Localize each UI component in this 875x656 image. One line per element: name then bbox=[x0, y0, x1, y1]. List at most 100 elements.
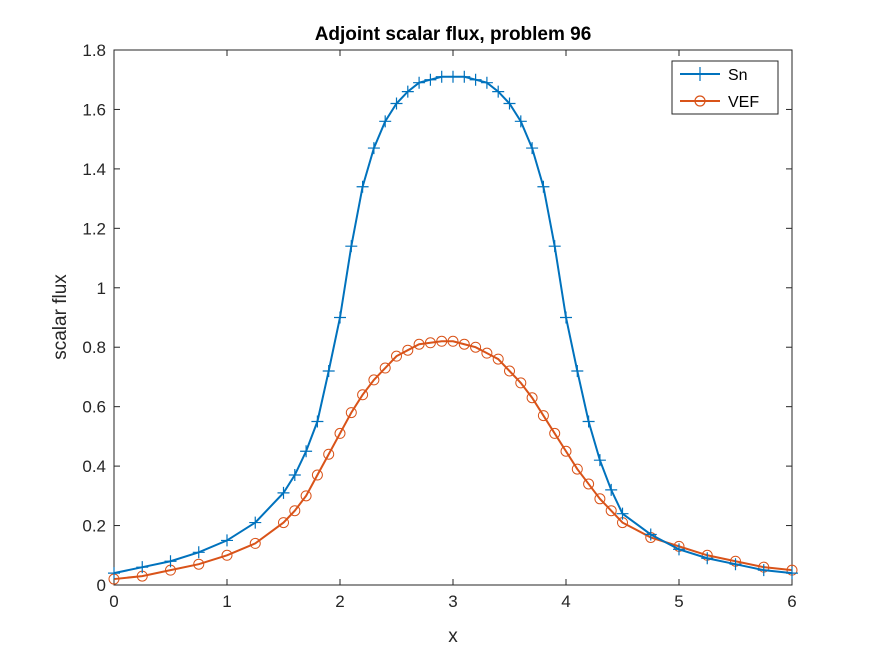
data-point-sn bbox=[277, 486, 290, 499]
data-point-sn bbox=[401, 85, 414, 98]
data-point-sn bbox=[605, 483, 618, 496]
data-point-sn bbox=[616, 507, 629, 520]
legend-vef-label: VEF bbox=[728, 94, 759, 111]
data-point-sn bbox=[492, 85, 505, 98]
data-point-vef bbox=[278, 517, 289, 529]
series-line-vef bbox=[113, 340, 793, 581]
data-point-vef bbox=[526, 392, 538, 404]
data-point-sn bbox=[673, 543, 685, 556]
y-tick-label: 0.4 bbox=[82, 457, 106, 476]
y-axis-label: scalar flux bbox=[50, 274, 71, 360]
y-tick-label: 1.4 bbox=[82, 160, 106, 179]
data-point-vef bbox=[504, 365, 515, 377]
data-point-vef bbox=[368, 374, 380, 386]
data-point-vef bbox=[594, 493, 606, 505]
x-tick-label: 1 bbox=[222, 592, 231, 611]
data-point-vef bbox=[583, 478, 595, 490]
legend-box bbox=[671, 60, 779, 115]
x-tick-label: 4 bbox=[561, 592, 570, 611]
data-point-sn bbox=[300, 445, 313, 458]
data-point-sn bbox=[379, 115, 392, 128]
x-tick-label: 2 bbox=[335, 592, 344, 611]
data-point-vef bbox=[345, 407, 357, 419]
y-tick-label: 1.8 bbox=[82, 41, 106, 60]
data-point-sn bbox=[571, 365, 584, 377]
data-point-vef bbox=[492, 353, 504, 365]
data-point-vef bbox=[605, 505, 617, 517]
series-layer bbox=[108, 70, 798, 585]
data-point-vef bbox=[458, 338, 470, 350]
data-point-vef bbox=[571, 463, 583, 475]
legend-sn-label: Sn bbox=[728, 67, 748, 84]
data-point-sn bbox=[311, 415, 324, 428]
data-point-vef bbox=[402, 344, 414, 356]
data-point-sn bbox=[108, 567, 120, 580]
series-sn bbox=[108, 70, 798, 580]
data-point-sn bbox=[729, 558, 742, 571]
y-tick-label: 1.6 bbox=[82, 100, 106, 119]
chart-title: Adjoint scalar flux, problem 96 bbox=[315, 24, 592, 45]
data-point-sn bbox=[503, 97, 516, 110]
data-point-sn bbox=[136, 561, 149, 574]
data-point-sn bbox=[447, 70, 459, 83]
data-point-sn bbox=[322, 365, 335, 377]
data-point-vef bbox=[470, 341, 482, 353]
data-point-sn bbox=[424, 73, 437, 86]
data-point-sn bbox=[644, 528, 657, 541]
data-point-sn bbox=[757, 564, 770, 577]
data-point-sn bbox=[526, 142, 539, 155]
data-point-vef bbox=[334, 427, 346, 439]
data-point-vef bbox=[447, 335, 459, 347]
data-point-sn bbox=[164, 555, 177, 568]
y-tick-label: 1.2 bbox=[82, 219, 106, 238]
data-point-vef bbox=[413, 338, 425, 350]
data-point-sn bbox=[786, 567, 798, 580]
data-point-sn bbox=[367, 142, 380, 155]
data-point-vef bbox=[249, 537, 261, 549]
legend-vef-marker bbox=[694, 95, 706, 107]
legend: Sn VEF bbox=[671, 60, 779, 115]
data-point-sn bbox=[221, 534, 233, 547]
x-tick-label: 5 bbox=[674, 592, 683, 611]
x-axis: 0 1 2 3 4 5 6 bbox=[109, 50, 797, 611]
y-tick-label: 0.2 bbox=[82, 517, 106, 536]
data-point-vef bbox=[537, 410, 549, 422]
data-point-sn bbox=[249, 516, 262, 529]
data-point-vef bbox=[221, 549, 233, 561]
data-point-sn bbox=[435, 70, 448, 83]
data-point-vef bbox=[424, 337, 436, 349]
x-tick-label: 0 bbox=[109, 592, 118, 611]
x-tick-label: 3 bbox=[448, 592, 457, 611]
y-tick-label: 0.8 bbox=[82, 338, 106, 357]
x-tick-label: 6 bbox=[787, 592, 796, 611]
y-axis: 0 0.2 0.4 0.6 0.8 1 1.2 1.4 1.6 1.8 bbox=[82, 41, 792, 595]
data-point-sn bbox=[701, 552, 714, 565]
data-point-vef bbox=[379, 362, 391, 374]
data-point-sn bbox=[192, 546, 205, 559]
data-point-vef bbox=[300, 490, 312, 502]
data-point-vef bbox=[193, 558, 205, 570]
data-point-sn bbox=[537, 180, 550, 193]
data-point-vef bbox=[560, 445, 572, 457]
data-point-sn bbox=[458, 70, 471, 83]
data-point-sn bbox=[334, 311, 346, 324]
data-point-vef bbox=[391, 350, 402, 362]
y-tick-label: 0.6 bbox=[82, 398, 106, 417]
data-point-sn bbox=[514, 115, 527, 128]
data-point-vef bbox=[515, 377, 527, 389]
data-point-sn bbox=[356, 180, 369, 193]
data-point-sn bbox=[480, 76, 493, 89]
data-point-vef bbox=[323, 448, 335, 460]
data-point-vef bbox=[549, 427, 561, 439]
y-tick-label: 0 bbox=[97, 576, 106, 595]
data-point-vef bbox=[481, 347, 493, 359]
data-point-vef bbox=[311, 469, 323, 481]
plot-area bbox=[113, 49, 793, 586]
y-tick-label: 1 bbox=[97, 279, 106, 298]
data-point-sn bbox=[390, 97, 403, 110]
x-axis-label: x bbox=[448, 626, 458, 647]
data-point-sn bbox=[413, 76, 426, 89]
data-point-sn bbox=[288, 469, 301, 482]
